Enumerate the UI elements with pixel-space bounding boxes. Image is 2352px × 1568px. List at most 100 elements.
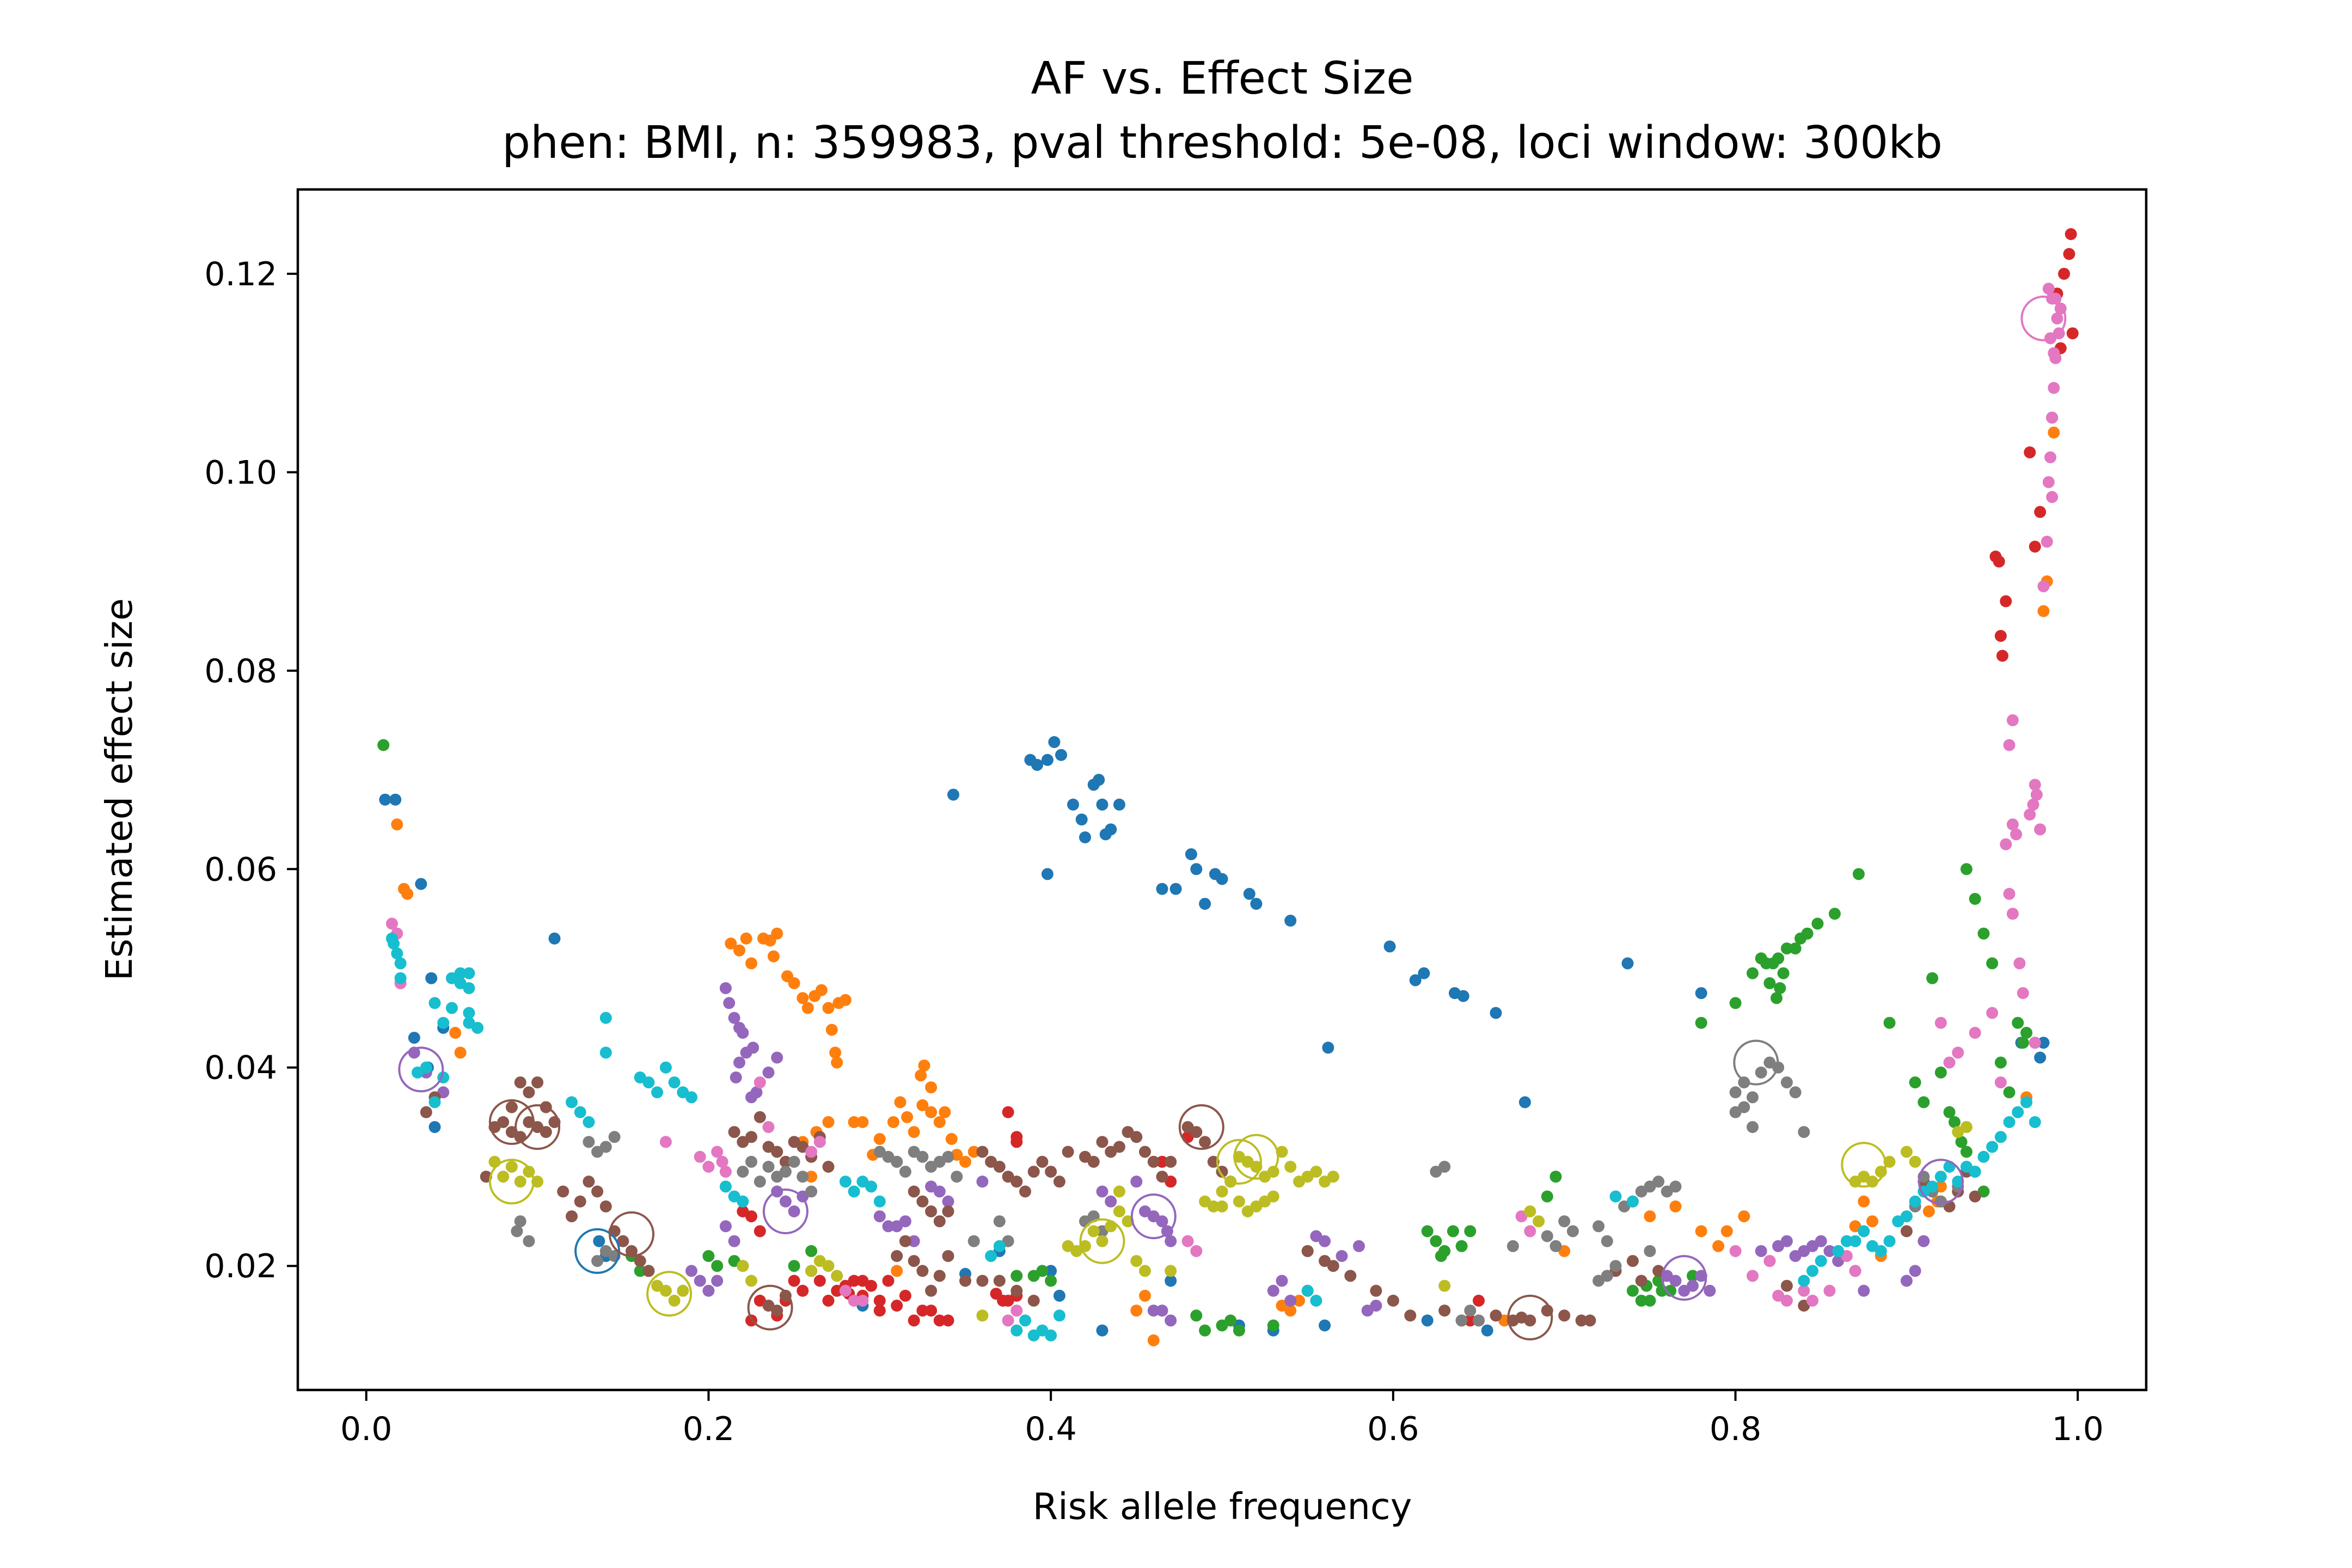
data-point bbox=[1687, 1270, 1699, 1282]
data-point bbox=[1926, 1180, 1939, 1193]
data-point bbox=[591, 1255, 604, 1267]
data-point bbox=[1447, 1225, 1459, 1238]
data-point bbox=[1490, 1007, 1502, 1019]
data-point bbox=[1635, 1275, 1647, 1287]
data-point bbox=[725, 938, 737, 950]
data-point bbox=[1319, 1235, 1331, 1247]
data-point bbox=[425, 972, 438, 984]
data-point bbox=[1430, 1235, 1442, 1247]
data-point bbox=[779, 1195, 792, 1208]
data-point bbox=[1652, 1175, 1665, 1188]
data-point bbox=[1823, 1245, 1836, 1257]
data-point bbox=[1053, 1289, 1065, 1302]
data-point bbox=[2017, 987, 2029, 1000]
data-point bbox=[933, 1314, 946, 1327]
data-point bbox=[1811, 917, 1824, 930]
data-point bbox=[1977, 927, 1990, 940]
data-point bbox=[2048, 426, 2060, 439]
data-point bbox=[767, 950, 780, 963]
data-point bbox=[882, 1220, 895, 1233]
data-point bbox=[719, 1180, 732, 1193]
data-point bbox=[1524, 1205, 1536, 1217]
data-point bbox=[942, 1195, 954, 1208]
plot-frame bbox=[296, 188, 2148, 1392]
data-point bbox=[531, 1175, 544, 1188]
data-point bbox=[2006, 908, 2019, 920]
data-point bbox=[1626, 1284, 1639, 1297]
data-point bbox=[1747, 1091, 1759, 1104]
data-point bbox=[1096, 1235, 1108, 1247]
data-point bbox=[933, 1270, 946, 1282]
data-point bbox=[2041, 535, 2053, 548]
highlighted-locus-ring bbox=[1079, 1218, 1125, 1264]
data-point bbox=[933, 1185, 946, 1198]
data-point bbox=[925, 1205, 938, 1217]
data-point bbox=[1130, 1175, 1143, 1188]
data-point bbox=[445, 1002, 458, 1014]
data-point bbox=[1566, 1225, 1579, 1238]
data-point bbox=[1533, 1215, 1545, 1228]
data-point bbox=[1789, 942, 1802, 955]
data-point bbox=[839, 994, 852, 1006]
data-point bbox=[1019, 1185, 1031, 1198]
data-point bbox=[1147, 1304, 1160, 1317]
data-point bbox=[728, 1235, 740, 1247]
data-point bbox=[1806, 1295, 1818, 1307]
data-point bbox=[894, 1096, 906, 1108]
data-point bbox=[1506, 1240, 1519, 1252]
data-point bbox=[2034, 506, 2047, 518]
data-point bbox=[1267, 1284, 1279, 1297]
chart-subtitle: phen: BMI, n: 359983, pval threshold: 5e… bbox=[502, 117, 1943, 169]
data-point bbox=[1169, 883, 1182, 895]
data-point bbox=[747, 1042, 759, 1054]
data-point bbox=[511, 1225, 523, 1238]
data-point bbox=[574, 1195, 586, 1208]
data-point bbox=[2010, 828, 2023, 841]
data-point bbox=[737, 1195, 749, 1208]
data-point bbox=[1455, 1240, 1468, 1252]
data-point bbox=[1096, 1324, 1108, 1337]
data-point bbox=[514, 1215, 526, 1228]
data-point bbox=[1243, 887, 1255, 900]
data-point bbox=[1130, 1131, 1143, 1143]
data-point bbox=[1926, 972, 1939, 984]
y-tick-label: 0.10 bbox=[204, 454, 277, 492]
highlighted-locus-ring bbox=[1178, 1104, 1224, 1150]
data-point bbox=[1031, 758, 1043, 771]
data-point bbox=[548, 932, 561, 945]
data-point bbox=[1190, 1309, 1203, 1322]
data-point bbox=[1293, 1295, 1305, 1307]
data-point bbox=[1190, 1245, 1203, 1257]
data-point bbox=[719, 1166, 732, 1178]
data-point bbox=[976, 1275, 989, 1287]
data-point bbox=[1977, 1150, 1990, 1163]
data-point bbox=[1943, 1106, 1956, 1118]
data-point bbox=[1036, 1155, 1049, 1168]
data-point bbox=[873, 1295, 886, 1307]
data-point bbox=[1866, 1215, 1878, 1228]
data-point bbox=[779, 1289, 792, 1302]
data-point bbox=[916, 1304, 929, 1317]
x-axis: 0.0 0.2 0.4 0.6 0.8 1.0 bbox=[340, 1390, 2104, 1448]
data-point bbox=[848, 1116, 860, 1128]
data-point bbox=[1900, 1146, 1913, 1158]
data-point bbox=[797, 992, 809, 1004]
data-point bbox=[887, 1116, 899, 1128]
data-point bbox=[2058, 267, 2071, 280]
data-point bbox=[1048, 736, 1061, 748]
data-point bbox=[463, 967, 475, 979]
data-point bbox=[694, 1150, 706, 1163]
data-point bbox=[1093, 774, 1105, 786]
data-point bbox=[2044, 451, 2056, 463]
data-point bbox=[1969, 1027, 1981, 1039]
data-point bbox=[1763, 977, 1776, 989]
data-point bbox=[1969, 1190, 1981, 1203]
data-point bbox=[1875, 1245, 1887, 1257]
data-point bbox=[1960, 1121, 1973, 1134]
x-tick-label: 1.0 bbox=[2052, 1410, 2104, 1448]
data-point bbox=[1772, 1289, 1785, 1302]
data-point bbox=[1815, 1255, 1827, 1267]
data-point bbox=[891, 1250, 903, 1262]
data-point bbox=[1418, 967, 1430, 979]
